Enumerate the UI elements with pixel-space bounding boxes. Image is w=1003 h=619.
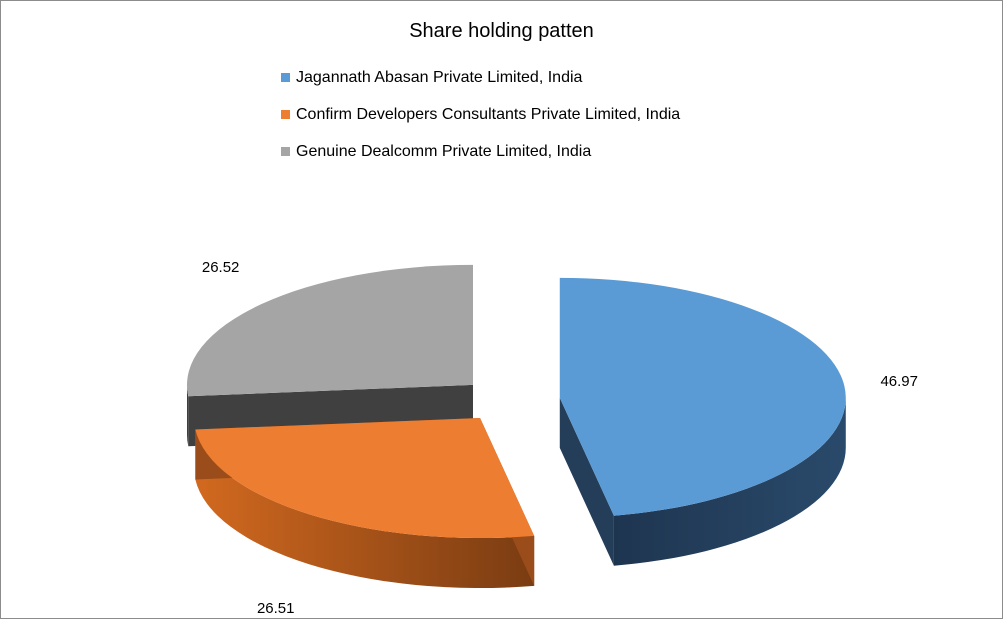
pie-slice-confirm [195, 418, 535, 589]
legend: Jagannath Abasan Private Limited, India … [281, 68, 680, 179]
pie-side-confirm [195, 429, 535, 589]
data-label-genuine: 26.52 [202, 259, 240, 276]
legend-label-genuine: Genuine Dealcomm Private Limited, India [296, 143, 592, 160]
legend-swatch-jagannath [281, 73, 290, 82]
data-label-confirm: 26.51 [257, 600, 295, 617]
pie-slice-genuine [186, 264, 473, 447]
pie-slice-jagannath [559, 277, 846, 566]
pie-cut-face-jagannath-1 [559, 397, 614, 566]
pie-side-jagannath [613, 397, 846, 566]
pie-top-genuine [186, 264, 473, 397]
legend-item-jagannath: Jagannath Abasan Private Limited, India [281, 68, 680, 105]
legend-swatch-genuine [281, 147, 290, 156]
pie-top-confirm [195, 418, 535, 539]
legend-swatch-confirm [281, 110, 290, 119]
pie-top-jagannath [559, 277, 846, 516]
chart-title: Share holding patten [409, 20, 594, 42]
pie-side-genuine [186, 384, 189, 447]
legend-label-confirm: Confirm Developers Consultants Private L… [296, 106, 681, 123]
data-label-jagannath: 46.97 [880, 373, 918, 390]
legend-item-confirm: Confirm Developers Consultants Private L… [281, 105, 680, 142]
legend-item-genuine: Genuine Dealcomm Private Limited, India [281, 142, 680, 179]
legend-label-jagannath: Jagannath Abasan Private Limited, India [296, 69, 583, 86]
